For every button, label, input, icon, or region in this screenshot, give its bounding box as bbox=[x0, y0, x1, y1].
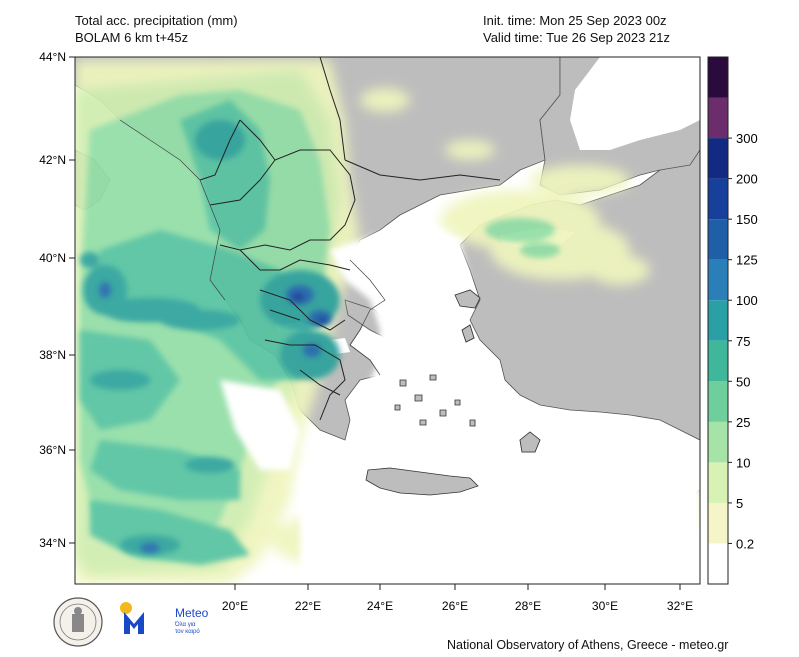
colorbar-swatch bbox=[708, 138, 728, 179]
colorbar-label: 100 bbox=[736, 293, 758, 308]
colorbar-swatch bbox=[708, 97, 728, 139]
time-block: Init. time: Mon 25 Sep 2023 00z Valid ti… bbox=[483, 12, 670, 46]
colorbar-swatch bbox=[708, 259, 728, 301]
lon-label: 28°E bbox=[515, 599, 541, 613]
colorbar-label: 10 bbox=[736, 455, 750, 470]
lon-label: 26°E bbox=[442, 599, 468, 613]
meteo-m-icon bbox=[124, 612, 144, 634]
colorbar-label: 75 bbox=[736, 334, 750, 349]
map-title: Total acc. precipitation (mm) bbox=[75, 13, 238, 28]
colorbar-swatch bbox=[708, 381, 728, 422]
lon-label: 22°E bbox=[295, 599, 321, 613]
sun-icon bbox=[120, 602, 132, 614]
map-title-block: Total acc. precipitation (mm) BOLAM 6 km… bbox=[75, 12, 238, 46]
observatory-seal-logo bbox=[53, 597, 103, 647]
colorbar-label: 150 bbox=[736, 212, 758, 227]
colorbar-swatch bbox=[708, 543, 728, 584]
meteo-logo bbox=[120, 602, 144, 634]
lat-label: 42°N bbox=[39, 153, 66, 167]
colorbar-label: 200 bbox=[736, 172, 758, 187]
valid-time: Valid time: Tue 26 Sep 2023 21z bbox=[483, 30, 670, 45]
country-borders bbox=[199, 57, 501, 421]
colorbar-label: 125 bbox=[736, 253, 758, 268]
longitude-axis: 20°E 22°E 24°E 26°E 28°E 30°E 32°E bbox=[222, 584, 693, 613]
colorbar-label: 50 bbox=[736, 374, 750, 389]
meteo-subtitle-line1: Όλα για bbox=[175, 622, 196, 628]
colorbar-label: 0.2 bbox=[736, 536, 754, 551]
lat-label: 34°N bbox=[39, 536, 66, 550]
lon-label: 24°E bbox=[367, 599, 393, 613]
colorbar-frame bbox=[707, 56, 729, 585]
colorbar-swatch bbox=[708, 300, 728, 341]
colorbar-swatch bbox=[708, 178, 728, 220]
latitude-axis: 44°N 42°N 40°N 38°N 36°N 34°N bbox=[39, 50, 75, 550]
meteo-logo-subtitle: Όλα για τον καιρό bbox=[175, 622, 200, 636]
meteo-logo-text: Meteo bbox=[175, 606, 209, 620]
coastlines bbox=[119, 119, 386, 376]
init-time: Init. time: Mon 25 Sep 2023 00z bbox=[483, 13, 667, 28]
map-plot-area bbox=[75, 57, 700, 584]
footer-credit: National Observatory of Athens, Greece -… bbox=[447, 638, 729, 652]
lon-label: 32°E bbox=[667, 599, 693, 613]
lat-label: 38°N bbox=[39, 348, 66, 362]
colorbar-swatch bbox=[708, 502, 728, 544]
model-label: BOLAM 6 km t+45z bbox=[75, 30, 189, 45]
colorbar-swatch bbox=[708, 57, 728, 98]
colorbar-label: 300 bbox=[736, 131, 758, 146]
colorbar-swatch bbox=[708, 219, 728, 260]
meteo-subtitle-line2: τον καιρό bbox=[175, 629, 200, 635]
colorbar-label: 25 bbox=[736, 415, 750, 430]
colorbar-swatch bbox=[708, 462, 728, 503]
lon-label: 30°E bbox=[592, 599, 618, 613]
colorbar-label: 5 bbox=[736, 496, 743, 511]
lon-label: 20°E bbox=[222, 599, 248, 613]
precip-colorbar: 300 200 150 125 100 75 50 25 10 5 0.2 bbox=[707, 56, 758, 585]
lat-label: 36°N bbox=[39, 443, 66, 457]
colorbar-swatch bbox=[708, 340, 728, 382]
black-sea-corner bbox=[570, 57, 700, 150]
map-frame bbox=[74, 56, 701, 585]
lat-label: 40°N bbox=[39, 251, 66, 265]
lat-label: 44°N bbox=[39, 50, 66, 64]
colorbar-swatch bbox=[708, 421, 728, 463]
